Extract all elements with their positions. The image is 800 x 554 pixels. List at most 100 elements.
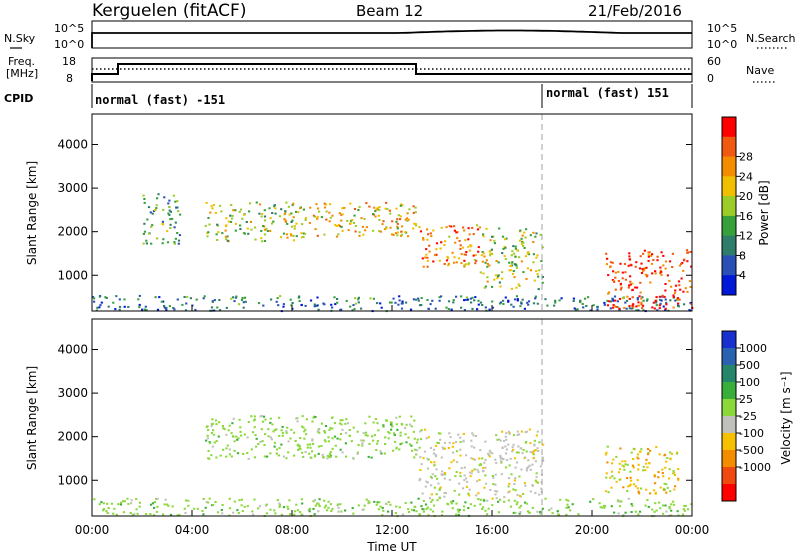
power-echo	[582, 306, 585, 309]
velocity-echo	[441, 446, 444, 449]
power-echo	[518, 256, 521, 259]
power-echo	[214, 212, 217, 214]
power-echo	[372, 213, 375, 216]
power-echo	[279, 295, 282, 298]
velocity-echo	[516, 434, 519, 436]
power-echo	[242, 306, 245, 309]
power-echo	[379, 302, 382, 305]
colorbar-swatch	[722, 399, 736, 417]
power-echo	[353, 208, 357, 210]
power-echo	[460, 253, 463, 256]
power-echo	[396, 231, 399, 234]
velocity-echo	[528, 428, 531, 431]
velocity-echo	[484, 482, 488, 485]
power-echo	[630, 307, 633, 310]
power-echo	[458, 239, 461, 242]
velocity-echo	[218, 421, 221, 424]
power-echo	[455, 261, 458, 264]
power-echo	[330, 303, 333, 306]
velocity-echo	[242, 453, 245, 455]
velocity-echo	[632, 466, 635, 469]
velocity-echo	[112, 512, 115, 515]
velocity-echo	[525, 467, 529, 470]
velocity-echo	[201, 510, 204, 512]
velocity-echo	[430, 484, 433, 487]
power-echo	[612, 304, 615, 307]
power-echo	[362, 233, 365, 236]
velocity-echo	[531, 452, 535, 455]
velocity-echo	[520, 430, 523, 433]
power-echo	[508, 261, 511, 264]
power-echo	[265, 227, 268, 230]
power-echo	[243, 232, 246, 235]
power-echo	[489, 250, 492, 253]
velocity-echo	[537, 450, 540, 452]
velocity-echo	[311, 450, 314, 453]
velocity-echo	[204, 506, 207, 509]
velocity-echo	[372, 439, 375, 442]
velocity-echo	[673, 471, 676, 474]
velocity-echo	[289, 513, 292, 516]
velocity-echo	[618, 478, 621, 481]
velocity-echo	[664, 466, 667, 469]
power-echo	[489, 254, 492, 257]
power-echo	[485, 227, 488, 230]
velocity-echo	[621, 460, 624, 463]
power-echo	[351, 309, 354, 312]
power-echo	[278, 215, 281, 218]
power-echo	[239, 228, 242, 230]
power-echo	[146, 218, 149, 221]
power-echo	[453, 225, 456, 228]
power-echo	[647, 259, 650, 262]
power-echo	[341, 207, 344, 210]
power-echo	[611, 261, 614, 264]
velocity-echo	[496, 438, 499, 441]
velocity-echo	[654, 482, 657, 485]
power-echo	[314, 228, 317, 231]
freq-panel-frame	[91, 57, 693, 83]
velocity-echo	[616, 499, 619, 502]
velocity-echo	[424, 485, 427, 488]
velocity-echo	[417, 497, 420, 500]
power-echo	[257, 302, 261, 305]
power-echo	[621, 271, 624, 274]
velocity-echo	[217, 435, 220, 438]
velocity-echo	[653, 510, 656, 513]
velocity-echo	[461, 487, 465, 490]
power-echo	[163, 305, 166, 307]
power-echo	[678, 284, 681, 287]
velocity-echo	[468, 471, 472, 474]
velocity-echo	[228, 424, 231, 427]
velocity-echo	[683, 504, 686, 507]
power-echo	[347, 229, 350, 232]
power-echo	[258, 212, 261, 215]
power-echo	[652, 301, 655, 304]
velocity-echo	[308, 507, 311, 510]
power-echo	[100, 301, 103, 304]
velocity-echo	[672, 469, 675, 472]
power-echo	[290, 221, 293, 223]
power-echo	[491, 285, 494, 288]
velocity-echo	[313, 513, 316, 516]
velocity-echo	[551, 512, 554, 515]
power-echo	[453, 256, 456, 259]
velocity-echo	[657, 471, 660, 474]
power-echo	[463, 264, 466, 267]
power-echo	[208, 223, 211, 226]
velocity-echo	[348, 429, 351, 431]
velocity-echo	[409, 423, 412, 426]
power-echo	[167, 202, 170, 205]
velocity-echo	[394, 512, 397, 514]
power-echo	[207, 231, 210, 234]
power-echo	[655, 301, 658, 304]
power-echo	[285, 233, 289, 236]
velocity-echo	[323, 499, 326, 502]
velocity-echo	[430, 477, 434, 480]
velocity-echo	[119, 503, 123, 506]
velocity-echo	[651, 508, 654, 511]
power-echo	[488, 308, 491, 311]
power-echo	[395, 207, 398, 210]
velocity-echo	[501, 430, 504, 433]
velocity-echo	[215, 456, 218, 459]
power-echo	[628, 297, 631, 300]
